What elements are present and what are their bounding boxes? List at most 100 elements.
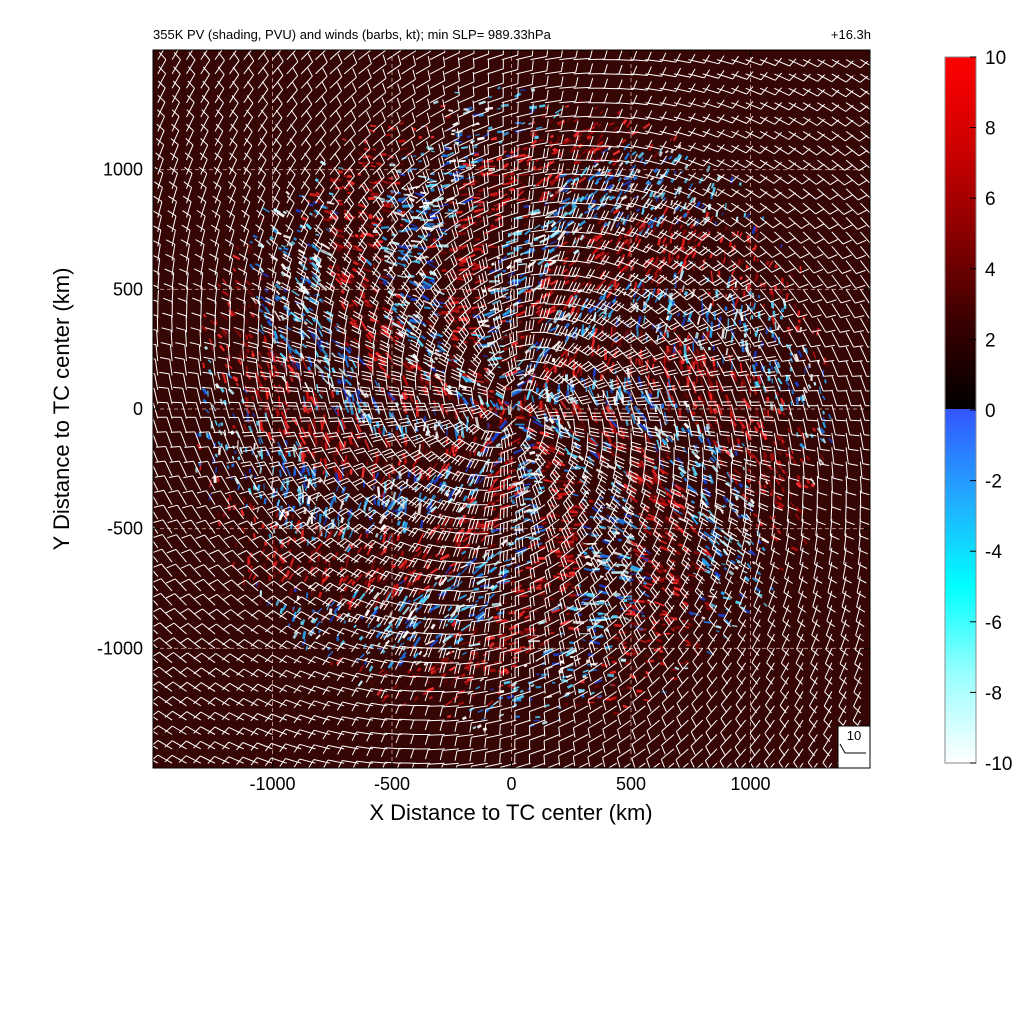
pv-speckle: [249, 469, 251, 474]
pv-speckle: [463, 108, 468, 111]
pv-speckle: [475, 297, 480, 299]
pv-speckle: [548, 462, 553, 465]
pv-speckle: [798, 320, 801, 323]
pv-speckle: [350, 469, 353, 475]
pv-speckle: [591, 352, 594, 357]
pv-speckle: [630, 636, 633, 638]
pv-speckle: [420, 219, 425, 221]
pv-speckle: [784, 305, 787, 309]
pv-speckle: [388, 194, 391, 196]
pv-speckle: [355, 234, 359, 237]
pv-speckle: [693, 266, 694, 271]
pv-speckle: [725, 307, 728, 311]
pv-speckle: [617, 640, 622, 643]
pv-speckle: [708, 347, 711, 351]
pv-speckle: [402, 204, 413, 208]
pv-speckle: [498, 366, 501, 368]
pv-speckle: [564, 703, 568, 707]
pv-speckle: [399, 139, 406, 142]
pv-speckle: [531, 462, 535, 464]
pv-speckle: [779, 289, 782, 293]
pv-speckle: [220, 422, 223, 426]
pv-speckle: [498, 657, 503, 660]
pv-speckle: [558, 496, 562, 499]
pv-speckle: [321, 575, 324, 580]
pv-speckle: [758, 295, 761, 298]
pv-speckle: [308, 424, 311, 430]
pv-speckle: [534, 720, 540, 721]
pv-speckle: [578, 633, 590, 634]
pv-speckle: [368, 197, 375, 200]
pv-speckle: [533, 446, 543, 449]
pv-speckle: [520, 89, 526, 91]
pv-speckle: [536, 673, 539, 675]
pv-speckle: [337, 200, 342, 202]
pv-speckle: [384, 255, 388, 257]
pv-speckle: [375, 234, 378, 236]
pv-speckle: [519, 181, 523, 183]
pv-speckle: [433, 205, 439, 207]
pv-speckle: [755, 362, 758, 366]
pv-speckle: [546, 465, 550, 468]
pv-speckle: [804, 368, 805, 374]
pv-speckle: [587, 702, 595, 704]
pv-speckle: [458, 269, 463, 271]
pv-speckle: [294, 467, 296, 475]
pv-speckle: [538, 557, 546, 560]
pv-speckle: [741, 346, 744, 353]
pv-speckle: [644, 655, 650, 657]
pv-speckle: [671, 669, 676, 671]
pv-speckle: [725, 294, 727, 297]
pv-speckle: [532, 561, 541, 564]
pv-speckle: [621, 659, 627, 662]
pv-speckle: [766, 397, 769, 401]
pv-speckle: [431, 188, 435, 191]
pv-speckle: [406, 228, 417, 230]
pv-speckle: [373, 224, 377, 226]
pv-speckle: [491, 208, 494, 210]
pv-speckle: [371, 193, 377, 196]
pv-speckle: [401, 120, 405, 122]
pv-speckle: [552, 682, 556, 684]
pv-speckle: [685, 667, 689, 669]
pv-speckle: [273, 572, 275, 577]
pv-speckle: [730, 410, 732, 419]
pv-speckle: [476, 277, 480, 279]
pv-speckle: [641, 364, 643, 374]
pv-speckle: [273, 558, 276, 561]
pv-speckle: [708, 375, 711, 384]
pv-speckle: [389, 413, 391, 417]
pv-speckle: [515, 715, 520, 717]
pv-speckle: [810, 374, 812, 381]
pv-speckle: [764, 410, 767, 416]
pv-speckle: [428, 233, 431, 236]
pv-speckle: [567, 668, 574, 671]
pv-speckle: [510, 499, 514, 502]
pv-speckle: [486, 166, 496, 167]
pv-speckle: [581, 603, 584, 605]
pv-speckle: [513, 657, 519, 658]
pv-speckle: [570, 656, 574, 658]
pv-speckle: [508, 542, 513, 545]
pv-speckle: [536, 587, 542, 590]
pv-speckle: [569, 641, 574, 644]
pv-speckle: [474, 153, 479, 156]
pv-speckle: [419, 136, 423, 139]
pv-speckle: [710, 321, 713, 327]
pv-speckle: [524, 395, 526, 401]
pv-speckle: [362, 162, 366, 165]
pv-speckle: [539, 582, 543, 584]
pv-speckle: [396, 426, 398, 430]
pv-speckle: [636, 690, 642, 693]
pv-speckle: [611, 571, 623, 574]
pv-speckle: [707, 327, 709, 331]
pv-speckle: [237, 440, 239, 447]
pv-speckle: [386, 134, 391, 137]
pv-speckle: [515, 424, 525, 426]
pv-speckle: [302, 494, 304, 502]
plot-area: [136, 38, 882, 785]
pv-speckle: [772, 379, 774, 384]
pv-speckle: [661, 403, 664, 408]
